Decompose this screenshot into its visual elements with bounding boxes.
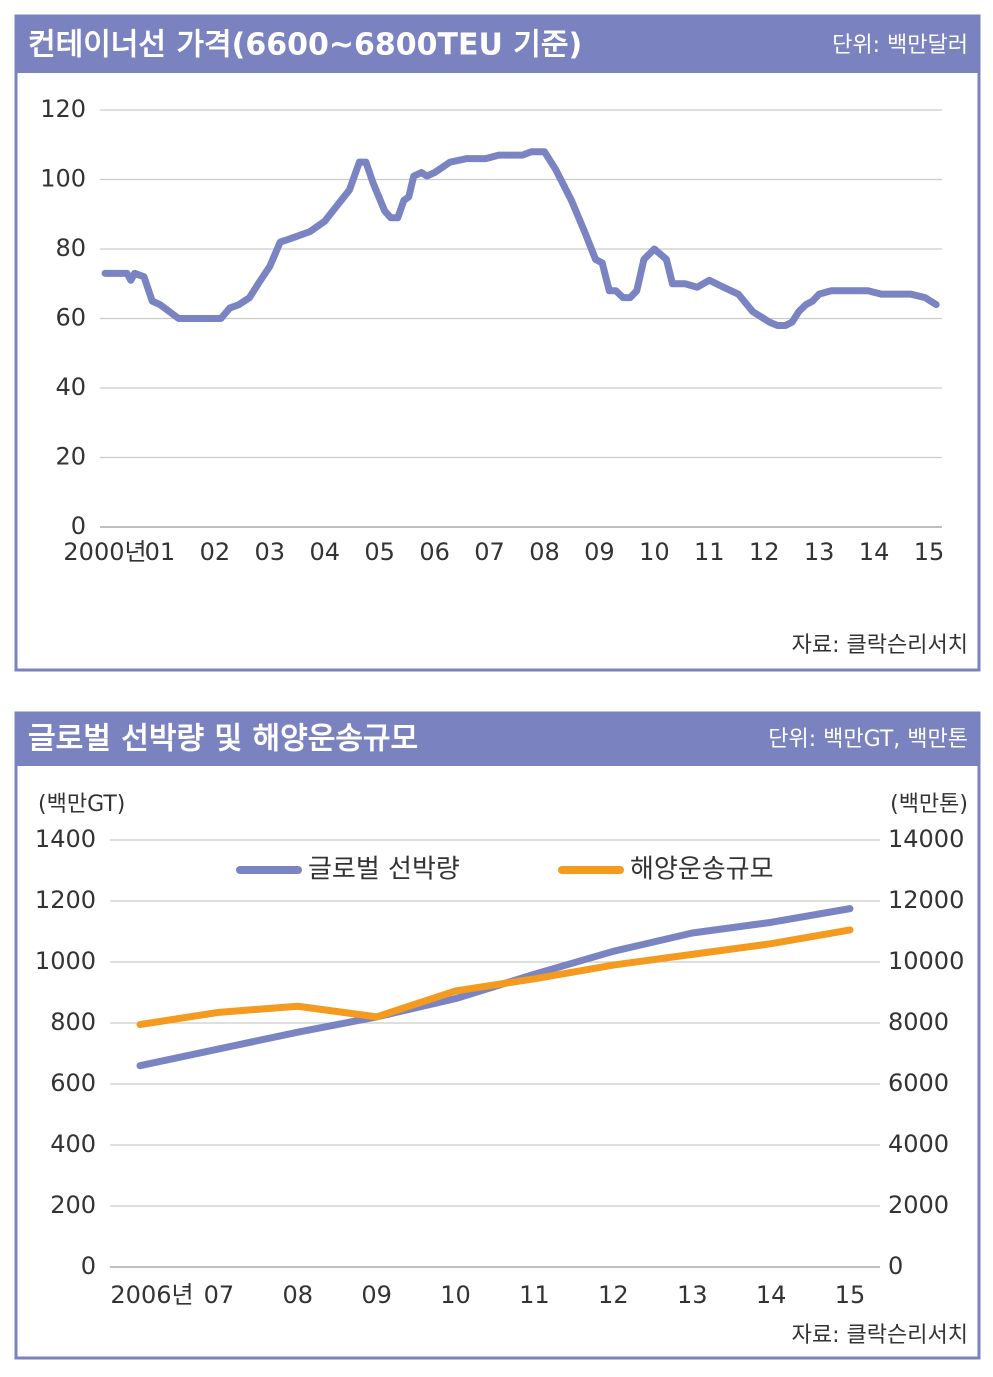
source-label: 자료: 클락슨리서치 (792, 1323, 968, 1348)
y-tick-label: 40 (55, 373, 86, 401)
unit-label: 단위: 백만GT, 백만톤 (768, 727, 968, 752)
x-tick-label: 2006년 (110, 1281, 193, 1309)
y-axis-title: (백만GT) (38, 792, 125, 817)
data-line (101, 148, 940, 329)
x-tick-label: 04 (309, 538, 340, 566)
y-tick-label: 120 (40, 95, 86, 123)
x-tick-label: 07 (474, 538, 505, 566)
y-tick-label: 600 (50, 1069, 96, 1097)
y-tick-label: 20 (55, 443, 86, 471)
x-tick-label: 09 (584, 538, 615, 566)
x-tick-label: 15 (835, 1281, 866, 1309)
x-tick-label: 15 (914, 538, 945, 566)
y-tick-label: 1000 (35, 947, 96, 975)
y-tick-label: 800 (50, 1008, 96, 1036)
x-tick-label: 12 (749, 538, 780, 566)
y-tick-label: 0 (81, 1252, 96, 1280)
x-tick-label: 08 (529, 538, 560, 566)
x-tick-label: 13 (677, 1281, 708, 1309)
y-tick-label: 1400 (35, 825, 96, 853)
chart-title: 글로벌 선박량 및 해양운송규모 (28, 722, 418, 757)
unit-label: 단위: 백만달러 (832, 33, 968, 58)
y-tick-label: 0 (71, 512, 86, 540)
y2-tick-label: 4000 (888, 1130, 949, 1158)
chart-title: 컨테이너선 가격(6600~6800TEU 기준) (28, 28, 582, 63)
x-tick-label: 02 (200, 538, 231, 566)
y2-axis-title: (백만톤) (890, 792, 968, 817)
y-tick-label: 1200 (35, 886, 96, 914)
x-tick-label: 05 (364, 538, 395, 566)
legend-label: 글로벌 선박량 (308, 855, 460, 885)
data-line (136, 926, 854, 1029)
x-tick-label: 11 (694, 538, 725, 566)
y2-tick-label: 2000 (888, 1191, 949, 1219)
y2-tick-label: 0 (888, 1252, 903, 1280)
y2-tick-label: 12000 (888, 886, 964, 914)
y-tick-label: 200 (50, 1191, 96, 1219)
x-tick-label: 07 (204, 1281, 235, 1309)
y2-tick-label: 6000 (888, 1069, 949, 1097)
x-tick-label: 10 (440, 1281, 471, 1309)
x-tick-label: 11 (519, 1281, 550, 1309)
panel-border (14, 711, 981, 1360)
x-tick-label: 14 (859, 538, 890, 566)
y2-tick-label: 10000 (888, 947, 964, 975)
x-tick-label: 08 (283, 1281, 314, 1309)
x-tick-label: 03 (255, 538, 286, 566)
x-tick-label: 09 (361, 1281, 392, 1309)
x-tick-label: 13 (804, 538, 835, 566)
x-tick-label: 12 (598, 1281, 629, 1309)
panel-border (14, 14, 981, 672)
x-tick-label: 01 (145, 538, 176, 566)
y-tick-label: 100 (40, 165, 86, 193)
panel-header (16, 16, 979, 73)
legend-label: 해양운송규모 (630, 855, 774, 885)
y2-tick-label: 14000 (888, 825, 964, 853)
source-label: 자료: 클락슨리서치 (792, 633, 968, 658)
y-tick-label: 60 (55, 304, 86, 332)
y-tick-label: 400 (50, 1130, 96, 1158)
x-tick-label: 2000년 (63, 538, 146, 566)
x-tick-label: 06 (419, 538, 450, 566)
panel-header (16, 713, 979, 766)
x-tick-label: 10 (639, 538, 670, 566)
y2-tick-label: 8000 (888, 1008, 949, 1036)
x-tick-label: 14 (756, 1281, 787, 1309)
y-tick-label: 80 (55, 234, 86, 262)
